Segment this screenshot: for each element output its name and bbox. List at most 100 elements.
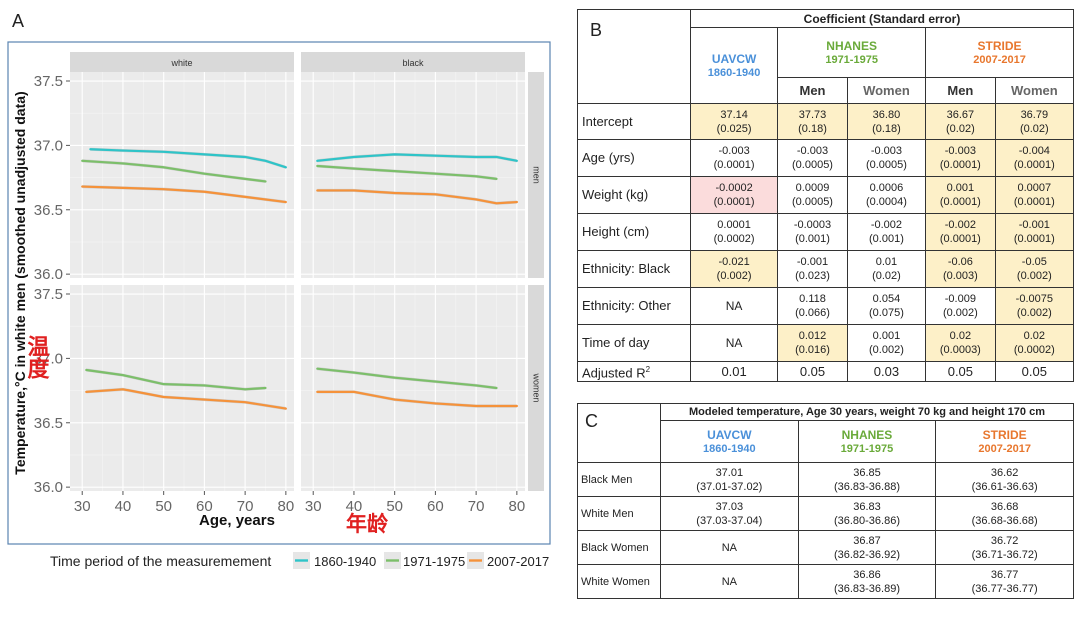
coefficient-value: -0.002 (944, 219, 976, 231)
source-uavcw-name: UAVCW (711, 51, 757, 66)
panel-background (301, 72, 525, 278)
standard-error: (0.0005) (865, 159, 907, 171)
table-row: Height (cm) 0.0001 (0.0002) -0.0003 (0.001) -… (577, 213, 1075, 251)
series-line-2007-2017 (81, 185, 287, 204)
coefficient-value: -0.003 (870, 145, 903, 157)
source-uavcw-years: 1860-1940 (707, 66, 761, 79)
standard-error: (0.0004) (865, 196, 907, 208)
coefficient-cell: 0.054 (0.075) (846, 287, 927, 325)
coefficient-value: -0.001 (796, 256, 829, 268)
c-source-nhanes: NHANES 1971-1975 (797, 420, 937, 463)
row-label: White Men (577, 496, 661, 531)
row-label: Black Women (577, 530, 661, 565)
x-tick-label: 30 (305, 498, 322, 515)
coefficient-value: 0.054 (872, 293, 901, 305)
standard-error: (0.02) (1019, 122, 1049, 135)
standard-error: (0.0001) (939, 159, 981, 171)
modeled-range: (36.71-36.72) (971, 548, 1038, 561)
series-ribbon (82, 185, 286, 204)
x-tick-label: 50 (155, 498, 172, 515)
modeled-cell: NA (660, 530, 799, 565)
standard-error: (0.001) (795, 233, 830, 245)
series-ribbon (82, 159, 266, 183)
table-row: White Women NA 36.86 (36.83-36.89) 36.77 (36.… (577, 564, 1074, 599)
modeled-value: 36.83 (853, 500, 881, 513)
y-tick-label: 36.5 (34, 415, 63, 432)
coefficient-cell: -0.009 (0.002) (925, 287, 996, 325)
y-axis-label: Temperature,°C in white men (smoothed un… (12, 91, 28, 474)
facet-strip-white (70, 52, 294, 72)
coefficient-value: -0.009 (944, 293, 976, 305)
coefficient-cell: 0.0009 (0.0005) (777, 176, 848, 214)
standard-error: (0.002) (716, 270, 752, 282)
y-tick-label: 36.5 (34, 202, 63, 219)
y-tick-label: 37.5 (34, 286, 63, 303)
source-stride: STRIDE 2007-2017 (925, 27, 1074, 78)
x-tick-label: 70 (468, 498, 485, 515)
coefficient-cell: 37.73 (0.18) (777, 103, 848, 140)
coefficient-cell: 0.001 (0.0001) (925, 176, 996, 214)
coefficient-value: -0.003 (796, 145, 829, 157)
y-tick-label: 36.0 (34, 479, 63, 496)
standard-error: (0.0002) (1013, 344, 1055, 356)
coefficient-value: 0.001 (946, 182, 975, 194)
table-c-header: Modeled temperature, Age 30 years, weigh… (660, 403, 1074, 421)
series-line-1971-1975 (81, 159, 267, 183)
x-tick-label: 40 (346, 498, 363, 515)
standard-error: (0.0001) (713, 159, 755, 171)
modeled-range: (36.68-36.68) (971, 514, 1038, 527)
modeled-range: (36.82-36.92) (833, 548, 900, 561)
temperature-faceted-chart: white black men women 36.0 36.5 37.0 37.5 36.0 36… (7, 11, 551, 569)
standard-error: (0.002) (942, 307, 978, 319)
modeled-cell: 36.72 (36.71-36.72) (935, 530, 1074, 565)
sub-stride-men: Men (925, 77, 996, 104)
standard-error: (0.0002) (713, 233, 755, 245)
coefficient-cell: NA (689, 287, 779, 325)
modeled-range: (36.61-36.63) (971, 480, 1038, 493)
standard-error: (0.023) (795, 270, 830, 282)
coefficient-value: 0.02 (949, 330, 972, 342)
series-line-2007-2017 (85, 388, 287, 410)
x-tick-label: 80 (509, 498, 526, 515)
coefficient-cell: -0.021 (0.002) (689, 250, 779, 288)
x-tick-label: 80 (278, 498, 295, 515)
modeled-cell: 37.03 (37.03-37.04) (660, 496, 799, 531)
standard-error: (0.002) (1016, 270, 1052, 282)
table-b-header: Coefficient (Standard error) (690, 9, 1074, 28)
legend-label: 1971-1975 (403, 554, 465, 569)
c-source-stride-years: 2007-2017 (978, 442, 1031, 455)
legend-title: Time period of the measuremement (50, 553, 271, 569)
modeled-value: 36.72 (990, 534, 1019, 547)
row-label: Intercept (577, 103, 691, 140)
modeled-cell: 36.62 (36.61-36.63) (935, 462, 1074, 497)
standard-error: (0.18) (798, 122, 827, 135)
row-label: Time of day (577, 324, 691, 362)
table-row: Ethnicity: Other NA 0.118 (0.066) 0.054 (0.07… (577, 287, 1075, 325)
modeled-value: 36.85 (853, 466, 881, 479)
standard-error: (0.0001) (939, 233, 981, 245)
modeled-range: (37.01-37.02) (696, 480, 763, 493)
c-source-nhanes-years: 1971-1975 (840, 442, 894, 455)
modeled-range: (36.83-36.88) (833, 480, 900, 493)
modeled-range: (36.83-36.89) (833, 582, 900, 595)
series-line-2007-2017 (316, 189, 518, 205)
row-label: Ethnicity: Other (577, 287, 691, 325)
standard-error: (0.0005) (792, 159, 833, 171)
coefficient-value: 37.73 (798, 108, 827, 121)
coefficient-cell: 0.0001 (0.0002) (689, 213, 779, 251)
coefficient-cell: -0.06 (0.003) (925, 250, 996, 288)
coefficient-cell: -0.002 (0.001) (846, 213, 927, 251)
facet-strip-label: men (532, 166, 542, 184)
coefficient-cell: -0.003 (0.0001) (925, 139, 996, 177)
x-tick-label: 70 (237, 498, 254, 515)
coefficient-value: 0.02 (1023, 330, 1046, 342)
coefficient-value: 36.79 (1020, 108, 1049, 121)
modeled-cell: 36.86 (36.83-36.89) (797, 564, 937, 599)
series-line-1860-1940 (316, 153, 518, 162)
source-stride-name: STRIDE (977, 38, 1022, 53)
adjusted-r2-sup: 2 (645, 365, 651, 374)
coefficient-value: -0.0003 (793, 219, 832, 231)
coefficient-cell: 36.67 (0.02) (925, 103, 996, 140)
facet-strip-label: black (402, 58, 424, 68)
coefficient-cell: 0.01 (0.02) (846, 250, 927, 288)
